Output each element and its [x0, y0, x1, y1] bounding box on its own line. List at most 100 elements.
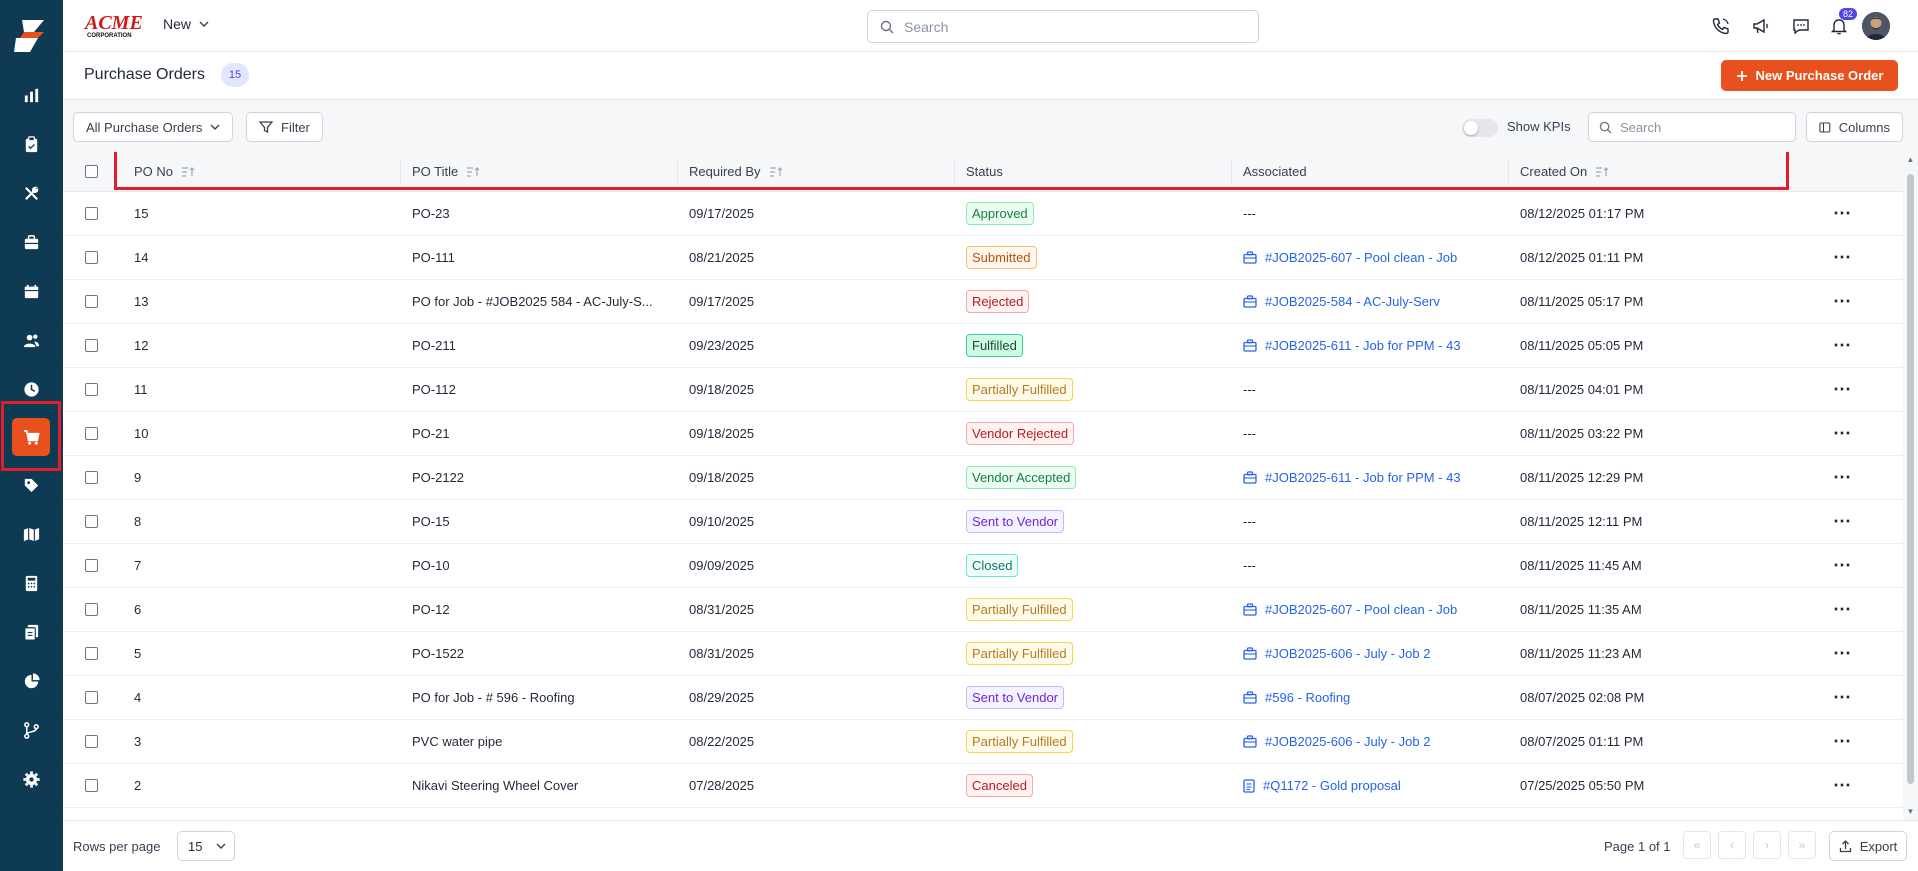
- row-actions-icon[interactable]: ⋯: [1833, 291, 1852, 311]
- sidebar-item-settings[interactable]: [12, 760, 50, 798]
- user-avatar[interactable]: [1862, 12, 1890, 40]
- row-checkbox[interactable]: [85, 691, 98, 704]
- sidebar-item-map[interactable]: [12, 515, 50, 553]
- row-actions-icon[interactable]: ⋯: [1833, 203, 1852, 223]
- sidebar-item-clipboard[interactable]: [12, 125, 50, 163]
- scroll-thumb[interactable]: [1907, 174, 1914, 784]
- global-search-input[interactable]: [904, 18, 1234, 35]
- table-row[interactable]: 15 PO-23 09/17/2025 Approved --- 08/12/2025 0…: [63, 192, 1903, 236]
- row-checkbox[interactable]: [85, 339, 98, 352]
- chat-icon[interactable]: [1788, 13, 1814, 39]
- row-checkbox[interactable]: [85, 383, 98, 396]
- row-actions-icon[interactable]: ⋯: [1833, 555, 1852, 575]
- row-actions-icon[interactable]: ⋯: [1833, 423, 1852, 443]
- columns-button[interactable]: Columns: [1806, 112, 1903, 142]
- row-checkbox[interactable]: [85, 427, 98, 440]
- sidebar-item-pie-chart[interactable]: [12, 662, 50, 700]
- show-kpis-toggle[interactable]: [1462, 119, 1498, 137]
- column-header-associated[interactable]: Associated: [1243, 152, 1307, 191]
- row-checkbox[interactable]: [85, 295, 98, 308]
- column-separator[interactable]: [1231, 160, 1232, 184]
- row-actions-icon[interactable]: ⋯: [1833, 599, 1852, 619]
- column-separator[interactable]: [677, 160, 678, 184]
- sidebar-item-tag[interactable]: [12, 466, 50, 504]
- prev-page-icon[interactable]: ‹: [1718, 831, 1746, 859]
- row-actions-icon[interactable]: ⋯: [1833, 379, 1852, 399]
- scroll-up-icon[interactable]: ▲: [1906, 155, 1915, 164]
- table-row[interactable]: 12 PO-211 09/23/2025 Fulfilled #JOB2025-611 …: [63, 324, 1903, 368]
- phone-icon[interactable]: [1708, 13, 1734, 39]
- row-actions-icon[interactable]: ⋯: [1833, 643, 1852, 663]
- next-page-icon[interactable]: ›: [1753, 831, 1781, 859]
- select-all-checkbox[interactable]: [85, 165, 98, 178]
- export-button[interactable]: Export: [1829, 831, 1907, 861]
- rows-per-page-select[interactable]: 15: [177, 831, 235, 861]
- row-checkbox[interactable]: [85, 251, 98, 264]
- row-checkbox[interactable]: [85, 779, 98, 792]
- sort-icon[interactable]: [181, 166, 195, 178]
- last-page-icon[interactable]: »: [1788, 831, 1816, 859]
- row-checkbox[interactable]: [85, 559, 98, 572]
- table-row[interactable]: 2 Nikavi Steering Wheel Cover 07/28/2025 Ca…: [63, 764, 1903, 808]
- sidebar-item-dashboard[interactable]: [12, 76, 50, 114]
- associated-link[interactable]: #JOB2025-606 - July - Job 2: [1243, 646, 1430, 661]
- column-header-created-on[interactable]: Created On: [1520, 152, 1609, 191]
- associated-link[interactable]: #Q1172 - Gold proposal: [1243, 778, 1401, 793]
- bell-icon[interactable]: 82: [1826, 8, 1857, 39]
- row-checkbox[interactable]: [85, 471, 98, 484]
- table-row[interactable]: 9 PO-2122 09/18/2025 Vendor Accepted #JOB202…: [63, 456, 1903, 500]
- table-row-partial[interactable]: [63, 808, 1903, 820]
- row-actions-icon[interactable]: ⋯: [1833, 335, 1852, 355]
- associated-link[interactable]: #JOB2025-584 - AC-July-Serv: [1243, 294, 1440, 309]
- table-row[interactable]: 11 PO-112 09/18/2025 Partially Fulfilled ---…: [63, 368, 1903, 412]
- row-checkbox[interactable]: [85, 207, 98, 220]
- row-actions-icon[interactable]: ⋯: [1833, 775, 1852, 795]
- row-actions-icon[interactable]: ⋯: [1833, 247, 1852, 267]
- sidebar-item-git-branch[interactable]: [12, 711, 50, 749]
- row-actions-icon[interactable]: ⋯: [1833, 511, 1852, 531]
- associated-link[interactable]: #JOB2025-611 - Job for PPM - 43: [1243, 470, 1461, 485]
- column-header-po-no[interactable]: PO No: [134, 152, 195, 191]
- sidebar-item-clock[interactable]: [12, 370, 50, 408]
- associated-link[interactable]: #JOB2025-606 - July - Job 2: [1243, 734, 1430, 749]
- row-checkbox[interactable]: [85, 647, 98, 660]
- new-menu-button[interactable]: New: [163, 16, 209, 32]
- row-actions-icon[interactable]: ⋯: [1833, 731, 1852, 751]
- app-logo-icon[interactable]: [10, 16, 50, 56]
- sidebar-item-calendar[interactable]: [12, 272, 50, 310]
- table-row[interactable]: 14 PO-111 08/21/2025 Submitted #JOB2025-607 …: [63, 236, 1903, 280]
- sidebar-item-calculator[interactable]: [12, 564, 50, 602]
- associated-link[interactable]: #596 - Roofing: [1243, 690, 1350, 705]
- table-row[interactable]: 8 PO-15 09/10/2025 Sent to Vendor --- 08/11/2…: [63, 500, 1903, 544]
- sidebar-item-cart[interactable]: [12, 418, 50, 456]
- sidebar-item-documents[interactable]: [12, 613, 50, 651]
- sidebar-item-tools[interactable]: [12, 174, 50, 212]
- table-search-input[interactable]: [1620, 119, 1790, 135]
- acme-logo[interactable]: ACME CORPORATION: [83, 11, 147, 39]
- first-page-icon[interactable]: «: [1683, 831, 1711, 859]
- column-header-status[interactable]: Status: [966, 152, 1003, 191]
- table-search[interactable]: [1588, 112, 1796, 142]
- column-header-po-title[interactable]: PO Title: [412, 152, 480, 191]
- table-row[interactable]: 10 PO-21 09/18/2025 Vendor Rejected --- 08/11…: [63, 412, 1903, 456]
- row-actions-icon[interactable]: ⋯: [1833, 467, 1852, 487]
- table-row[interactable]: 7 PO-10 09/09/2025 Closed --- 08/11/2025 11:4…: [63, 544, 1903, 588]
- new-purchase-order-button[interactable]: New Purchase Order: [1721, 60, 1898, 91]
- associated-link[interactable]: #JOB2025-607 - Pool clean - Job: [1243, 602, 1457, 617]
- row-checkbox[interactable]: [85, 515, 98, 528]
- scroll-down-icon[interactable]: ▼: [1906, 807, 1915, 816]
- filter-button[interactable]: Filter: [246, 112, 323, 142]
- sort-icon[interactable]: [769, 166, 783, 178]
- table-row[interactable]: 5 PO-1522 08/31/2025 Partially Fulfilled #JO…: [63, 632, 1903, 676]
- associated-link[interactable]: #JOB2025-611 - Job for PPM - 43: [1243, 338, 1461, 353]
- column-separator[interactable]: [954, 160, 955, 184]
- view-select[interactable]: All Purchase Orders: [73, 112, 234, 142]
- sort-icon[interactable]: [466, 166, 480, 178]
- global-search[interactable]: [867, 10, 1259, 43]
- sidebar-item-users[interactable]: [12, 321, 50, 359]
- associated-link[interactable]: #JOB2025-607 - Pool clean - Job: [1243, 250, 1457, 265]
- row-checkbox[interactable]: [85, 603, 98, 616]
- table-row[interactable]: 6 PO-12 08/31/2025 Partially Fulfilled #JOB2…: [63, 588, 1903, 632]
- sidebar-item-briefcase[interactable]: [12, 223, 50, 261]
- vertical-scrollbar[interactable]: ▲ ▼: [1903, 152, 1918, 820]
